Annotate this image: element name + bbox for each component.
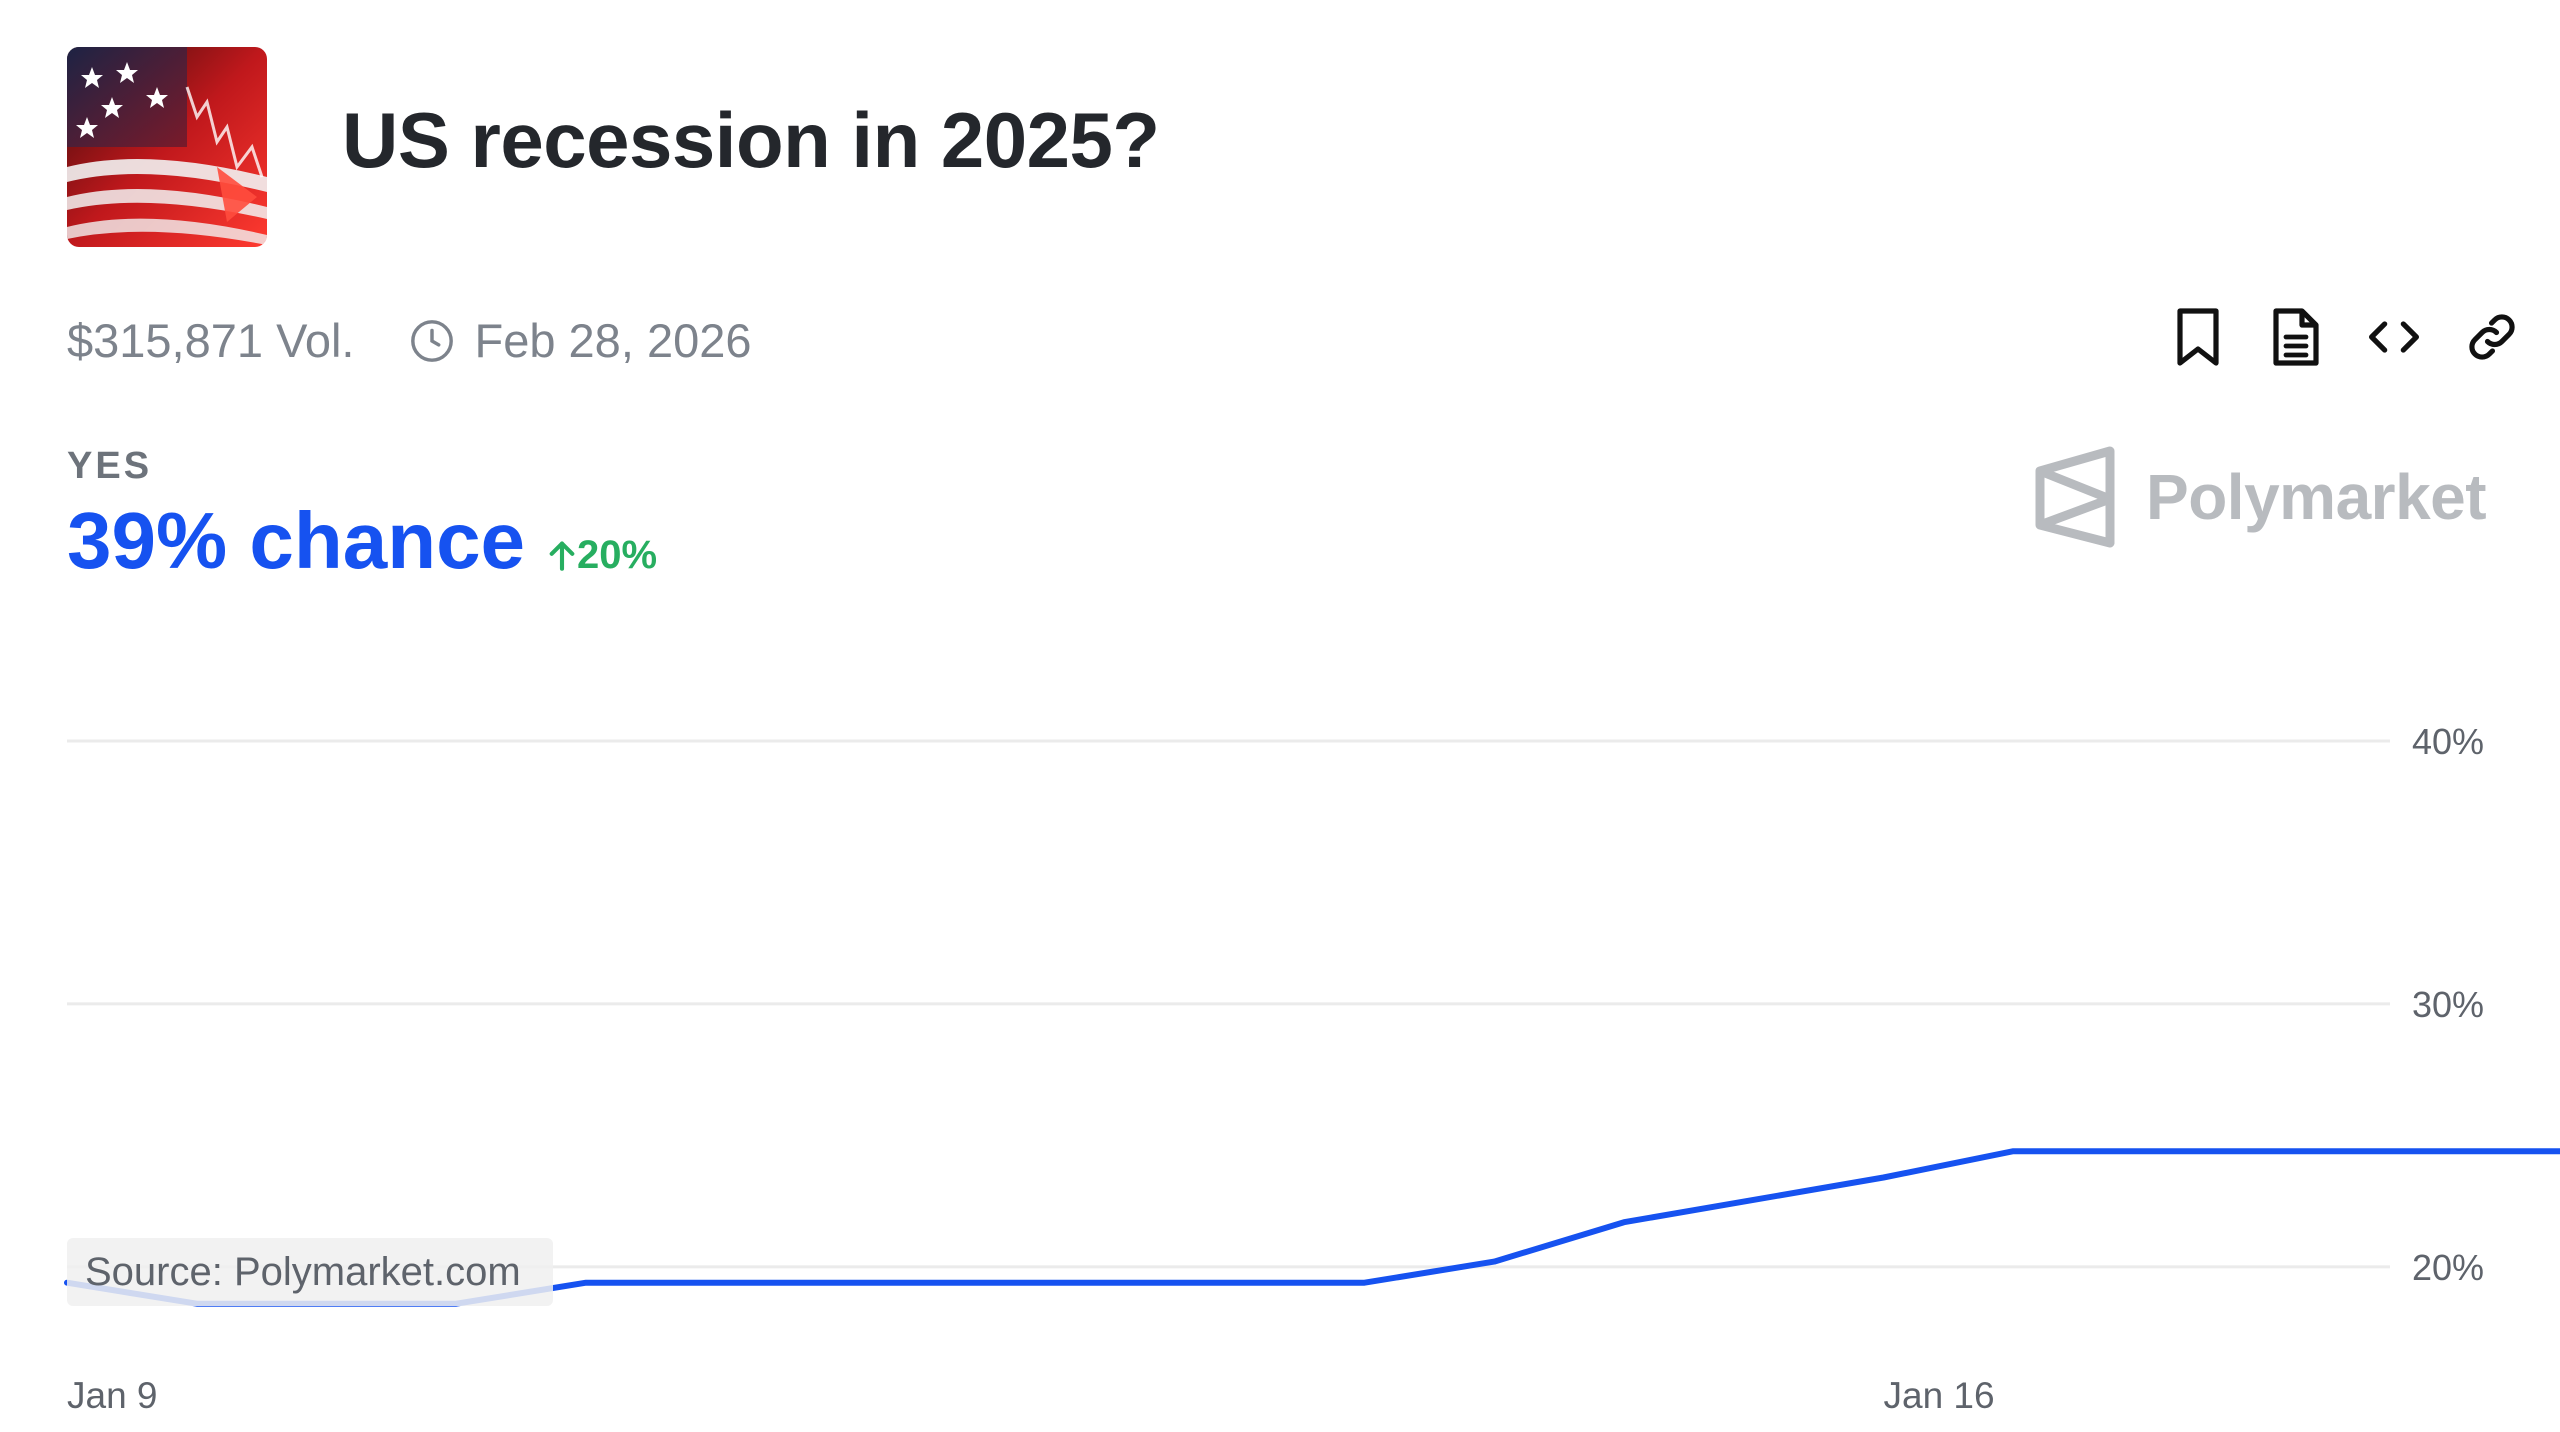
copy-link-button[interactable] bbox=[2464, 305, 2520, 369]
polymarket-logo-icon bbox=[2035, 446, 2115, 548]
document-button[interactable] bbox=[2268, 305, 2324, 369]
x-tick-label: Jan 16 bbox=[1884, 1375, 1995, 1416]
bookmark-button[interactable] bbox=[2170, 305, 2226, 369]
y-axis-labels: 20% 30% 40% bbox=[2412, 721, 2484, 1288]
chance-value: 39% chance bbox=[67, 496, 526, 585]
polymarket-wordmark: Polymarket bbox=[2146, 461, 2487, 533]
us-flag-chart-image bbox=[67, 47, 267, 247]
market-title: US recession in 2025? bbox=[342, 96, 1160, 184]
document-icon bbox=[2273, 308, 2319, 366]
y-tick-label: 40% bbox=[2412, 721, 2484, 762]
end-date-text: Feb 28, 2026 bbox=[474, 314, 752, 367]
market-thumbnail bbox=[67, 47, 267, 247]
chance-change-value: 20% bbox=[577, 533, 658, 577]
x-tick-label: Jan 9 bbox=[67, 1375, 158, 1416]
chart-grid bbox=[67, 739, 2390, 1269]
chance-display: 39% chance 20% bbox=[67, 495, 657, 587]
link-icon bbox=[2469, 314, 2515, 360]
code-icon bbox=[2368, 321, 2420, 353]
clock-icon bbox=[410, 319, 453, 362]
bookmark-icon bbox=[2177, 308, 2219, 366]
y-tick-label: 30% bbox=[2412, 984, 2484, 1025]
source-label: Source: Polymarket.com bbox=[67, 1238, 553, 1306]
outcome-label: YES bbox=[67, 445, 153, 487]
embed-button[interactable] bbox=[2366, 305, 2422, 369]
series-line-yes bbox=[64, 1148, 2560, 1307]
arrow-up-icon bbox=[549, 541, 575, 571]
polymarket-brand: Polymarket bbox=[2032, 445, 2487, 549]
chance-change: 20% bbox=[547, 533, 657, 578]
volume-text: $315,871 Vol. bbox=[67, 314, 355, 367]
market-meta: $315,871 Vol. Feb 28, 2026 bbox=[67, 313, 752, 368]
y-tick-label: 20% bbox=[2412, 1247, 2484, 1288]
action-toolbar bbox=[2170, 305, 2520, 369]
